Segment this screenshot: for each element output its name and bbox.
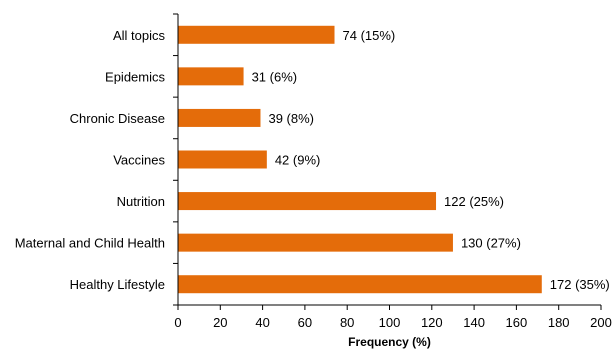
data-label: 122 (25%) [444, 194, 504, 209]
data-label: 31 (6%) [252, 69, 298, 84]
x-tick-label: 140 [463, 315, 485, 330]
x-tick-label: 200 [590, 315, 612, 330]
category-label: Nutrition [117, 194, 165, 209]
x-tick-label: 0 [174, 315, 181, 330]
category-label: Epidemics [105, 69, 165, 84]
data-labels-group: 74 (15%) 31 (6%) 39 (8%) 42 (9%) 122 (25%) 13… [252, 28, 610, 292]
data-label: 172 (35%) [550, 277, 610, 292]
x-tick-label: 60 [298, 315, 312, 330]
x-axis-title: Frequency (%) [348, 335, 431, 349]
bar [178, 25, 335, 44]
bar [178, 67, 244, 86]
category-label: Healthy Lifestyle [70, 277, 165, 292]
x-tick-label: 40 [255, 315, 269, 330]
category-label: Maternal and Child Health [15, 236, 165, 251]
bars-group [178, 25, 542, 294]
x-tick-label: 160 [506, 315, 528, 330]
data-label: 39 (8%) [268, 111, 314, 126]
bar [178, 233, 453, 252]
bar [178, 150, 267, 169]
x-tick-label: 180 [548, 315, 570, 330]
category-label: All topics [113, 28, 166, 43]
x-tick-label: 100 [379, 315, 401, 330]
x-tick-label: 120 [421, 315, 443, 330]
data-label: 74 (15%) [343, 28, 396, 43]
data-label: 42 (9%) [275, 153, 321, 168]
category-label: Vaccines [113, 153, 165, 168]
data-label: 130 (27%) [461, 236, 521, 251]
category-labels-group: All topics Epidemics Chronic Disease Vaccin… [15, 13, 178, 306]
bar [178, 192, 437, 211]
bar [178, 108, 261, 127]
x-tick-label: 80 [340, 315, 354, 330]
category-label: Chronic Disease [70, 111, 165, 126]
x-tick-label: 20 [213, 315, 227, 330]
x-ticks-group: 0 20 40 60 80 100 120 140 160 180 200 [174, 305, 612, 330]
bar [178, 275, 542, 294]
